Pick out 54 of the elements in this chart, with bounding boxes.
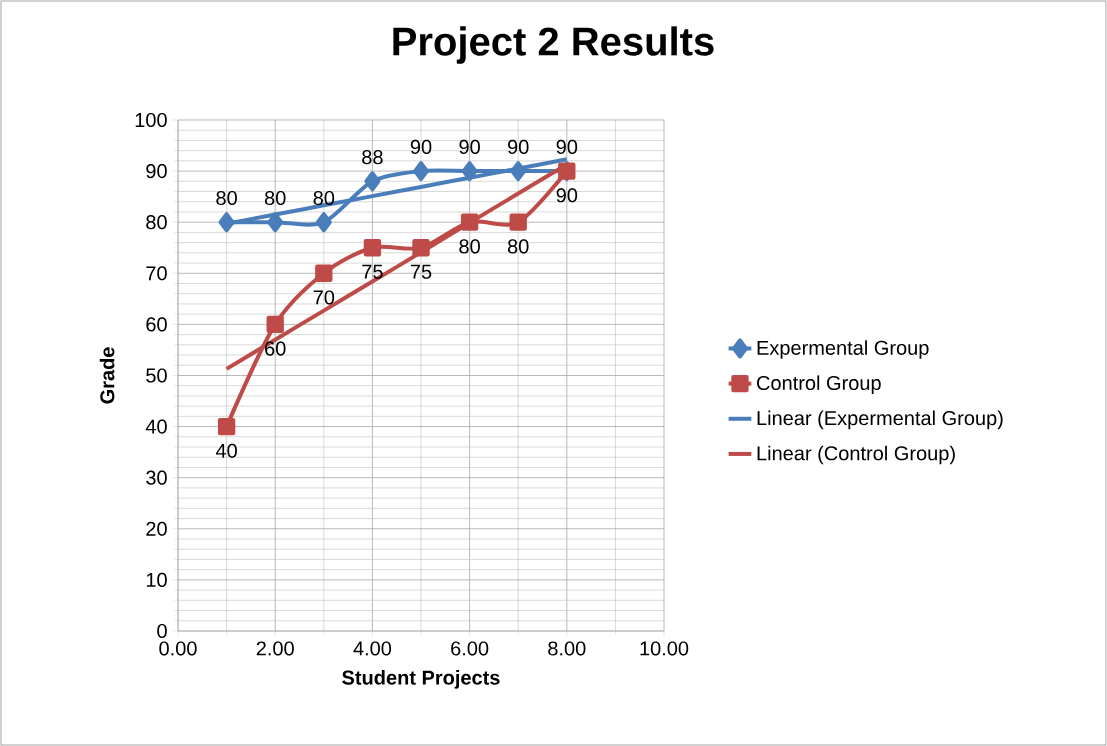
y-tick-label: 10 — [146, 572, 167, 587]
y-tick-label: 100 — [135, 112, 167, 128]
point — [510, 161, 527, 182]
point — [266, 315, 284, 334]
y-tick-label: 70 — [146, 266, 167, 281]
point — [217, 417, 236, 436]
point — [218, 212, 235, 233]
legend-label: Linear (Control Group) — [757, 445, 955, 465]
data-label: 75 — [362, 264, 383, 279]
y-tick-label: 40 — [145, 419, 167, 434]
data-label: 90 — [410, 139, 432, 154]
point — [460, 213, 479, 231]
y-tick-label: 50 — [146, 368, 167, 383]
point — [413, 161, 429, 182]
x-tick-label: 2.00 — [256, 641, 294, 656]
y-tick-label: 20 — [146, 521, 167, 536]
y-tick-label: 30 — [146, 470, 167, 485]
y-tick-label: 90 — [146, 164, 167, 179]
data-label: 90 — [556, 188, 578, 203]
legend-label: Control Group — [757, 375, 881, 394]
data-label: 40 — [215, 443, 237, 458]
data-label: 80 — [216, 190, 237, 206]
x-tick-label: 6.00 — [451, 641, 489, 656]
data-label: 75 — [410, 264, 432, 279]
data-label: 80 — [507, 239, 529, 254]
data-label: 80 — [313, 190, 335, 206]
chart-title: Project 2 Results — [393, 26, 714, 64]
data-label: 90 — [459, 139, 480, 154]
y-axis-title: Grade — [99, 347, 115, 404]
x-tick-label: 8.00 — [548, 641, 586, 656]
point — [461, 161, 478, 182]
data-label: 70 — [313, 290, 335, 305]
point — [363, 239, 382, 257]
point — [412, 239, 430, 257]
data-label: 80 — [459, 239, 480, 254]
point — [364, 171, 381, 192]
legend-label: Expermental Group — [757, 340, 929, 359]
y-tick-label: 80 — [146, 215, 167, 230]
y-tick-label: 60 — [146, 317, 167, 332]
x-tick-label: 0.00 — [159, 641, 197, 656]
legend-label: Linear (Expermental Group) — [757, 410, 1003, 430]
x-tick-label: 4.00 — [353, 641, 392, 656]
x-tick-label: 10.00 — [640, 641, 689, 656]
y-tick-label: 0 — [157, 623, 167, 639]
data-label: 90 — [508, 139, 529, 154]
point — [267, 212, 284, 233]
data-label: 80 — [264, 190, 286, 206]
data-label: 88 — [362, 150, 383, 165]
data-label: 90 — [556, 139, 578, 154]
point — [315, 212, 332, 233]
point — [509, 213, 527, 231]
x-axis-title: Student Projects — [342, 670, 500, 689]
data-label: 60 — [265, 341, 286, 356]
point — [315, 264, 333, 282]
